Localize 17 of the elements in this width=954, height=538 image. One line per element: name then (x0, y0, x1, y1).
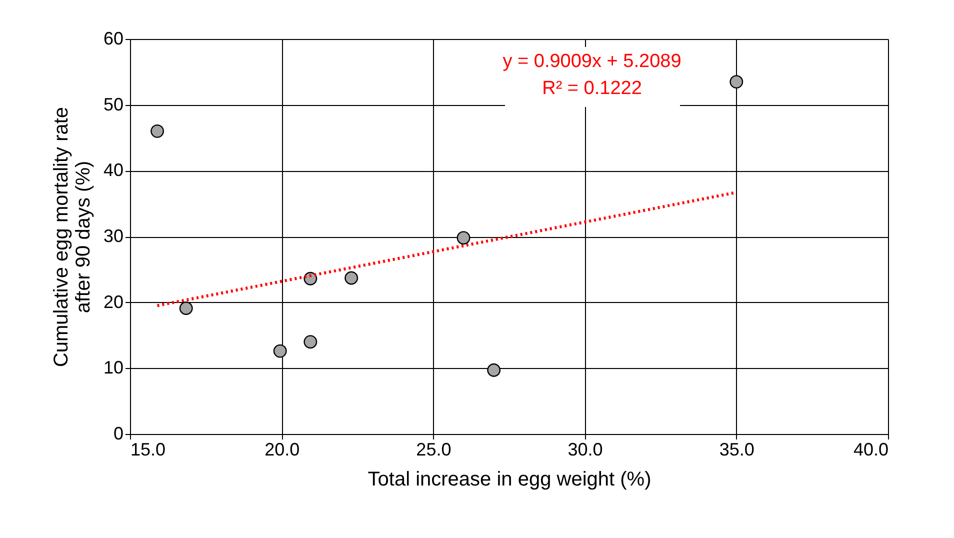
annotation: y = 0.9009x + 5.2089 (502, 51, 682, 72)
y-tick-label: 10 (103, 358, 124, 378)
x-tick-label: 25.0 (416, 440, 452, 460)
y-tick-label: 0 (113, 424, 124, 444)
y-tick-label: 50 (103, 94, 124, 114)
x-tick-label: 20.0 (264, 440, 300, 460)
y-tick-label: 30 (103, 226, 124, 246)
annotation: R² = 0.1222 (542, 78, 642, 99)
y-axis-title: Cumulative egg mortality rate after 90 days (%) (50, 106, 94, 368)
x-tick-label: 40.0 (853, 440, 888, 460)
y-tick-label: 60 (103, 28, 124, 48)
y-tick-label: 40 (103, 160, 124, 180)
x-tick-label: 15.0 (130, 440, 166, 460)
x-tick-label: 35.0 (719, 440, 754, 460)
x-axis-title: Total increase in egg weight (%) (368, 468, 652, 490)
x-tick-label: 30.0 (568, 440, 603, 460)
y-tick-label: 20 (103, 292, 124, 312)
